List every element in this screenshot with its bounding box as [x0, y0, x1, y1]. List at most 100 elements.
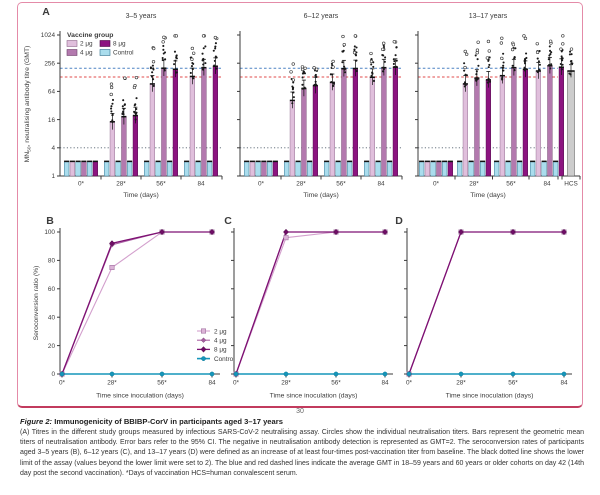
panel-b-label: B: [46, 215, 54, 227]
titre-dot-open: [134, 75, 139, 80]
bar-Control-day56: [335, 161, 341, 177]
titre-dot: [204, 62, 207, 65]
titre-dot: [372, 65, 375, 68]
bar-cap: [387, 160, 393, 163]
titre-dot-open: [463, 65, 467, 70]
legend-label: Control: [214, 356, 235, 363]
panel-b-legend: 2 μg 4 μg 8 μg Control: [197, 328, 235, 363]
bar-cap: [436, 160, 442, 163]
bar-Control-day0: [419, 161, 425, 177]
x-tick-label: 28*: [281, 380, 291, 387]
bar-Control-day0: [442, 161, 448, 177]
x-tick-label: 84: [560, 380, 568, 387]
titre-dot: [344, 71, 347, 74]
titre-dot-open: [331, 59, 335, 64]
titre-dot: [548, 45, 551, 48]
titre-dot: [549, 53, 552, 56]
bar-Control-day0: [75, 161, 81, 177]
x-axis-title: Time (days): [303, 192, 339, 199]
bar-8μg-day84: [212, 66, 218, 177]
titre-dot: [330, 80, 333, 84]
titre-dot: [569, 50, 572, 53]
marker-circle: [333, 371, 339, 377]
bar-8μg-day56: [172, 69, 178, 177]
marker-circle: [209, 371, 215, 377]
titre-dot-open: [109, 82, 114, 86]
x-tick-label: 28*: [296, 181, 306, 188]
x-tick-label: 56*: [336, 181, 346, 188]
titre-dot: [392, 58, 395, 61]
x-tick-label: 56*: [157, 380, 167, 387]
bar-2μg-day0: [249, 161, 255, 177]
titre-dot: [382, 66, 385, 69]
titre-dot-open: [109, 85, 114, 90]
titre-dot: [474, 54, 477, 57]
bar-Control-day84: [207, 161, 213, 177]
marker-diamond: [382, 228, 388, 236]
bar-4μg-day84: [381, 67, 387, 177]
y-tick-label: 0: [51, 371, 55, 378]
legend-label: 2 μg: [80, 41, 93, 48]
titre-dot: [133, 104, 136, 107]
titre-dot: [464, 73, 467, 76]
titre-dot-open: [500, 36, 504, 40]
bar-cap: [127, 160, 133, 163]
titre-dot-open: [382, 41, 386, 45]
bar-Control-day28: [468, 161, 474, 177]
bar-2μg-day28: [289, 100, 295, 177]
bar-Control-day28: [457, 161, 463, 177]
legend-label: Control: [113, 50, 134, 57]
titre-dot: [315, 75, 318, 79]
bar-8μg-day28: [312, 85, 318, 177]
marker-diamond: [561, 228, 567, 236]
titre-dot: [204, 45, 207, 48]
scatter-dots: [173, 34, 179, 74]
y-tick-label: 4: [51, 145, 55, 152]
x-tick-label: 28*: [456, 380, 466, 387]
titre-dot: [502, 61, 505, 64]
x-tick-label: 56*: [508, 380, 518, 387]
marker-circle: [561, 371, 567, 377]
bar-cap: [430, 160, 436, 163]
legend-label: 2 μg: [214, 328, 227, 335]
bar-Control-day56: [517, 161, 523, 177]
legend-label: 8 μg: [214, 347, 227, 354]
titre-dot: [341, 61, 344, 64]
titre-dot-open: [485, 56, 490, 60]
bar-Control-day84: [375, 161, 381, 177]
page-number: 30: [296, 408, 304, 415]
titre-dot: [560, 68, 563, 71]
titre-dot: [523, 60, 526, 63]
legend-title: Vaccine group: [67, 32, 113, 39]
chart-title: 6–12 years: [304, 13, 339, 20]
titre-dot-open: [381, 47, 385, 52]
line-2μg: [408, 231, 564, 375]
marker-circle: [382, 371, 388, 377]
titre-dot-open: [352, 51, 357, 55]
y-tick-label: 100: [44, 229, 55, 236]
titre-dot: [560, 57, 564, 60]
titre-dot: [370, 58, 373, 61]
titre-dot: [525, 56, 528, 60]
titre-dot: [547, 58, 550, 61]
y-tick-label: 256: [44, 60, 55, 67]
titre-dot: [536, 71, 539, 74]
titre-dot: [501, 76, 504, 79]
bar-8μg-day84: [392, 67, 398, 177]
titre-dot: [174, 59, 177, 62]
titre-dot: [214, 47, 217, 50]
bar-cap: [284, 160, 290, 163]
titre-dot-open: [535, 50, 540, 54]
marker-diamond: [209, 228, 215, 236]
bar-8μg-day28: [485, 80, 491, 177]
figure-charts: A MN50, neutralising antibody titre (GMT)…: [24, 6, 581, 400]
line-2μg: [235, 231, 385, 375]
bar-cap: [447, 160, 453, 163]
bar-cap: [375, 160, 381, 163]
titre-dot: [190, 65, 194, 68]
bar-Control-day84: [387, 161, 393, 177]
y-tick-label: 1: [51, 173, 55, 180]
titre-dot: [162, 44, 165, 48]
titre-dot: [487, 77, 490, 80]
titre-dot-open: [152, 46, 156, 51]
